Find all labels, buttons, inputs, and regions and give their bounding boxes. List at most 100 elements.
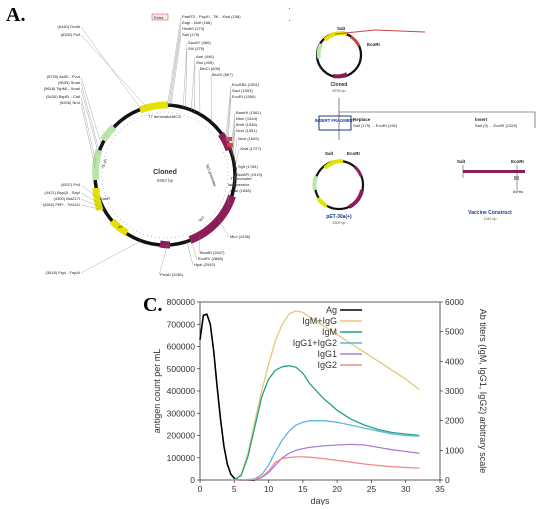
leader-line	[80, 102, 96, 169]
x-tick-label: 15	[298, 484, 308, 494]
feature-kanR	[92, 187, 104, 212]
plasmid-map-a: T7 terminator MCS f1 ori lacI promoter T…	[43, 13, 263, 277]
insert-fragment-box	[318, 115, 352, 131]
plasmid-inner-ring	[101, 111, 229, 239]
leader-line	[234, 148, 240, 169]
feature-label-f1-ori: f1 ori	[100, 158, 108, 168]
series-line	[233, 365, 420, 481]
leader-line	[227, 96, 232, 145]
leader-line	[185, 48, 188, 109]
right-site-label: EcoRI (1559)	[232, 94, 256, 99]
right-site-label: StuI (405)	[196, 60, 214, 65]
y-right-tick-label: 0	[445, 475, 450, 485]
feature-label-lac-operator: lac operator	[228, 182, 250, 187]
y-tick-label: 600000	[167, 342, 196, 352]
feature-t7-tag	[227, 143, 233, 147]
y-right-tick-label: 4000	[445, 356, 464, 366]
right-site-label: SacI (1553)	[232, 88, 253, 93]
feature-label-ori: ori	[118, 224, 123, 229]
leader-line	[234, 166, 238, 182]
chart-series	[199, 310, 420, 481]
series-line	[233, 310, 420, 481]
leader-line	[169, 28, 182, 106]
y-tick-label: 200000	[167, 431, 196, 441]
right-site-label: HindIII (173)	[182, 26, 205, 31]
left-site-label: (4262) PfiFI - Tth111I	[43, 202, 80, 207]
right-site-label: EcoRV (2866)	[198, 256, 224, 261]
leader-line	[198, 235, 201, 254]
leader-line	[218, 219, 230, 238]
leader-line	[80, 184, 100, 200]
right-site-label: BamHI (1561)	[236, 110, 262, 115]
right-site-label: NcoI (1551)	[236, 128, 258, 133]
feature-label-t7-terminator: T7 terminator	[148, 114, 172, 119]
feature-his-tag	[226, 137, 232, 141]
leader-line	[80, 76, 102, 146]
replace-range: SalI (179) ... EcoRI (192)	[353, 123, 398, 128]
y-tick-label: 100000	[167, 453, 196, 463]
right-site-label: NheI (1544)	[236, 116, 258, 121]
feature-lacI	[188, 194, 236, 244]
series-line	[234, 443, 420, 481]
right-site-label: XbaI (1848)	[230, 188, 252, 193]
leader-line	[167, 16, 182, 106]
leader-line	[168, 22, 182, 106]
left-site-label: (4537) PciI	[61, 182, 80, 187]
feature-rop	[159, 240, 171, 249]
right-site-label: BsmBI (2647)	[200, 250, 225, 255]
legend-label: IgG1	[317, 349, 337, 359]
leader-line	[191, 56, 196, 111]
bottom-map-size: 5309 bp	[333, 221, 346, 225]
x-tick-label: 30	[401, 484, 411, 494]
left-site-label: (5618) TspMI - XmaI	[44, 86, 80, 91]
top-map-site-right: EcoRI	[367, 42, 380, 47]
construct-bar	[463, 170, 525, 173]
y-tick-label: 400000	[167, 386, 196, 396]
feature-ori	[109, 218, 129, 237]
top-map-size: 6976 bp	[333, 89, 346, 93]
leader-line	[228, 190, 230, 205]
feature-lacI-promoter	[100, 124, 117, 142]
leader-line	[233, 138, 238, 163]
right-site-label: MluI (2436)	[230, 234, 251, 239]
leader-line	[231, 118, 236, 154]
top-map-name: Cloned	[331, 82, 348, 88]
x-tick-label: 10	[264, 484, 274, 494]
right-site-label: SgfI (1784)	[238, 164, 258, 169]
leader-line	[225, 84, 232, 141]
leader-line	[233, 174, 236, 188]
y-right-tick-label: 3000	[445, 386, 464, 396]
left-site-labels: (6440) DraIII (6332) PciI (5739) AsiSI - P…	[43, 24, 80, 275]
leader-line	[80, 204, 105, 211]
antibody-chart: 0 5 10 15 20 25 30 3501000002000003000004000005…	[152, 297, 488, 505]
y-tick-label: 300000	[167, 408, 196, 418]
leader-line	[80, 192, 102, 205]
y-tick-label: 700000	[167, 319, 196, 329]
insert-title: Insert	[475, 117, 488, 122]
x-axis-label: days	[310, 496, 330, 505]
plasmid-a-name: Cloned	[153, 169, 177, 176]
construct-name: Vaccine Construct	[468, 210, 512, 216]
x-tick-label: 25	[367, 484, 377, 494]
leader-line	[186, 241, 194, 266]
construct-site-left: SalI	[457, 159, 465, 164]
construct-size: 1342 bp	[484, 217, 497, 221]
leader-line	[230, 112, 236, 152]
legend-label: IgM+IgG	[302, 316, 337, 326]
bottom-map-site-right: EcoRI	[347, 151, 360, 156]
chart-axes: 0 5 10 15 20 25 30 3501000002000003000004000005…	[167, 297, 465, 494]
replace-title: Replace	[353, 117, 371, 122]
y-right-tick-label: 1000	[445, 445, 464, 455]
right-site-label: HpaI (2942)	[194, 262, 216, 267]
insert-fragment-label: INSERT FRAGMENT	[315, 118, 356, 123]
right-site-label: EagI - NotI (166)	[182, 20, 212, 25]
feature-f1-ori	[92, 148, 103, 181]
y-axis-right-label: Ab titers (IgM, IgG1, IgG2) arbitrary sc…	[478, 309, 488, 474]
extra-label: Extra	[154, 15, 164, 20]
legend-label: Ag	[326, 305, 337, 315]
leader-line	[80, 82, 100, 152]
feature-label-t7-promoter: T7 promoter	[230, 176, 252, 181]
right-site-label: BlnCI (605)	[200, 66, 221, 71]
leader-line	[182, 42, 188, 108]
legend-label: IgG2	[317, 360, 337, 370]
